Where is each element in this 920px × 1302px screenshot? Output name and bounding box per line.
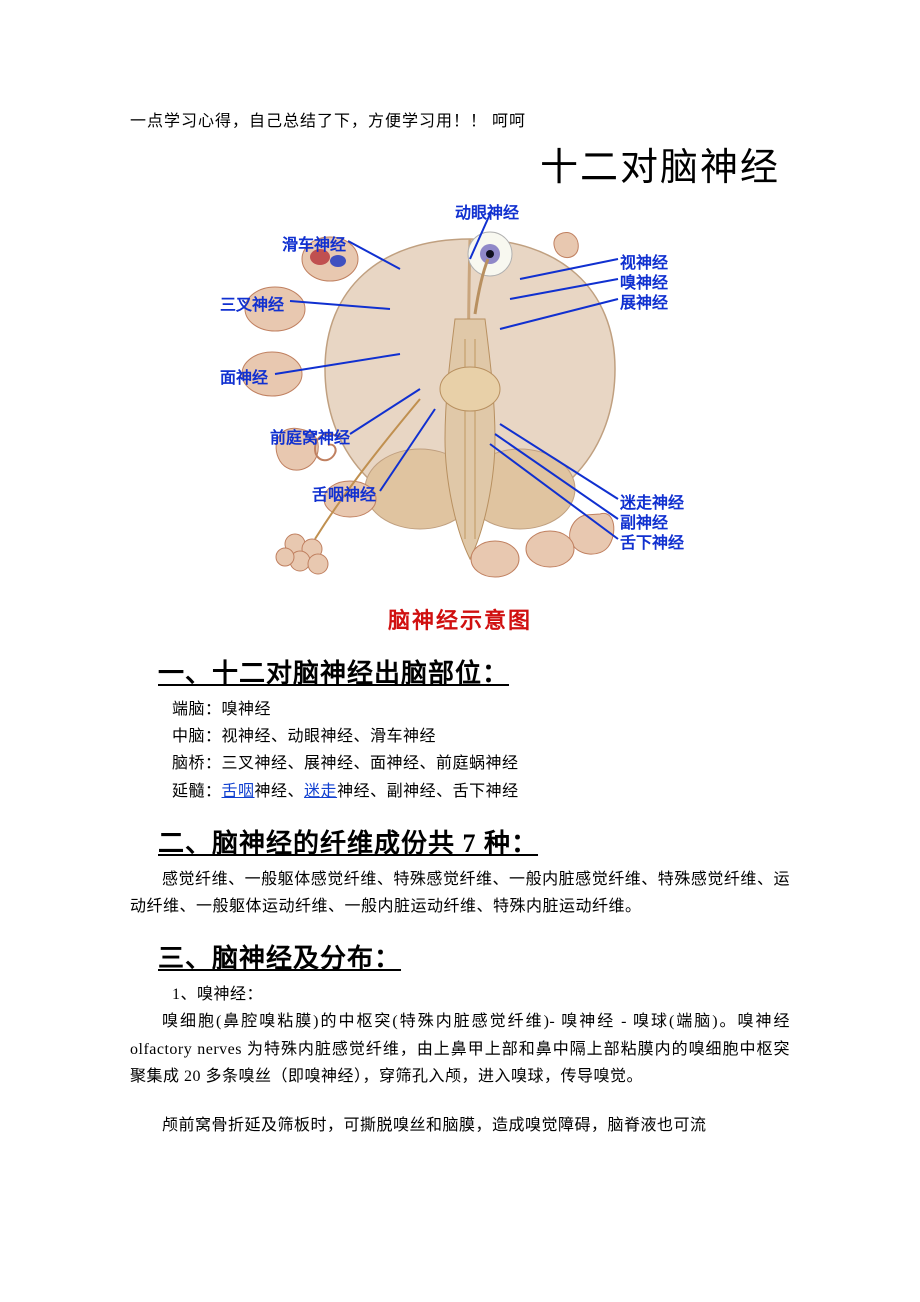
s3-para-1: 嗅细胞(鼻腔嗅粘膜)的中枢突(特殊内脏感觉纤维)- 嗅神经 - 嗅球(端脑)。嗅… xyxy=(130,1008,790,1090)
s1-line-2: 中脑：视神经、动眼神经、滑车神经 xyxy=(130,723,790,750)
section-3-heading: 三、脑神经及分布： xyxy=(130,938,790,975)
label-shexia: 舌下神经 xyxy=(620,529,684,553)
diagram-caption: 脑神经示意图 xyxy=(220,603,700,635)
s2-para: 感觉纤维、一般躯体感觉纤维、特殊感觉纤维、一般内脏感觉纤维、特殊感觉纤维、运动纤… xyxy=(130,866,790,920)
s1-line-4-prefix: 延髓： xyxy=(172,783,222,800)
s1-line-3: 脑桥：三叉神经、展神经、面神经、前庭蜗神经 xyxy=(130,750,790,777)
label-qianting: 前庭窝神经 xyxy=(270,424,350,448)
section-1-heading: 一、十二对脑神经出脑部位： xyxy=(130,653,790,690)
s1-line-4: 延髓：舌咽神经、迷走神经、副神经、舌下神经 xyxy=(130,778,790,805)
link-mizou[interactable]: 迷走 xyxy=(304,783,337,800)
page-title: 十二对脑神经 xyxy=(130,136,790,191)
s1-line-4-suffix: 神经、副神经、舌下神经 xyxy=(337,783,519,800)
label-sancha: 三叉神经 xyxy=(220,291,284,315)
s1-line-1: 端脑：嗅神经 xyxy=(130,696,790,723)
s1-line-4-mid1: 神经、 xyxy=(255,783,305,800)
label-dongyan: 动眼神经 xyxy=(455,199,519,223)
label-huache: 滑车神经 xyxy=(282,231,346,255)
cranial-nerves-diagram: 动眼神经 滑车神经 三叉神经 面神经 前庭窝神经 舌咽神经 视神经 嗅神经 展神… xyxy=(220,199,700,589)
s3-item-1-title: 1、嗅神经： xyxy=(130,981,790,1008)
label-mian: 面神经 xyxy=(220,364,268,388)
label-zhan: 展神经 xyxy=(620,289,668,313)
s3-para-2: 颅前窝骨折延及筛板时，可撕脱嗅丝和脑膜，造成嗅觉障碍，脑脊液也可流 xyxy=(130,1112,790,1139)
link-sheyan[interactable]: 舌咽 xyxy=(222,783,255,800)
label-sheyan-left: 舌咽神经 xyxy=(312,481,376,505)
intro-text: 一点学习心得，自己总结了下，方便学习用！！ 呵呵 xyxy=(130,110,790,134)
section-2-heading: 二、脑神经的纤维成份共 7 种： xyxy=(130,823,790,860)
